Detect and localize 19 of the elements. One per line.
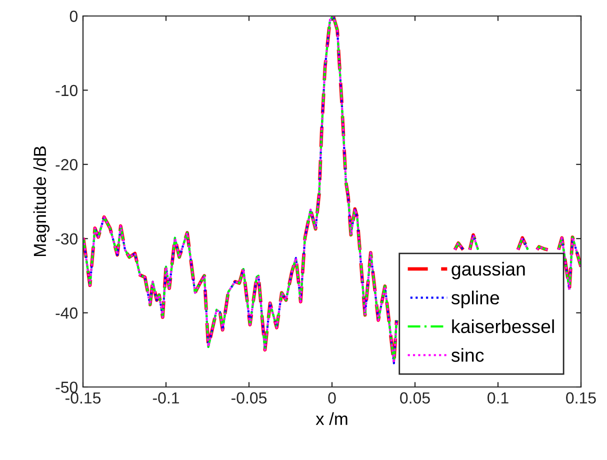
x-tick-label: -0.1 bbox=[152, 392, 179, 404]
y-axis-title: Magnitude /dB bbox=[33, 146, 50, 256]
x-tick-label: 0.05 bbox=[400, 392, 430, 404]
x-tick-label: -0.15 bbox=[66, 392, 101, 404]
y-tick-label: 0 bbox=[70, 10, 78, 22]
y-tick-label: -50 bbox=[56, 382, 78, 393]
legend-label: spline bbox=[451, 290, 500, 308]
x-tick-label: 0 bbox=[328, 392, 336, 404]
y-tick-label: -30 bbox=[56, 233, 78, 245]
legend-label: sinc bbox=[451, 348, 484, 362]
x-tick-label: 0.1 bbox=[488, 392, 508, 404]
x-axis-title: x /m bbox=[316, 412, 348, 426]
legend-label: kaiserbessel bbox=[452, 319, 554, 334]
x-tick-label: -0.05 bbox=[232, 392, 267, 404]
y-tick-label: -40 bbox=[56, 307, 78, 319]
y-tick-label: -20 bbox=[56, 159, 78, 170]
legend-label: gaussian bbox=[452, 262, 525, 280]
y-tick-label: -10 bbox=[56, 84, 78, 96]
x-tick-label: 0.15 bbox=[566, 392, 596, 404]
